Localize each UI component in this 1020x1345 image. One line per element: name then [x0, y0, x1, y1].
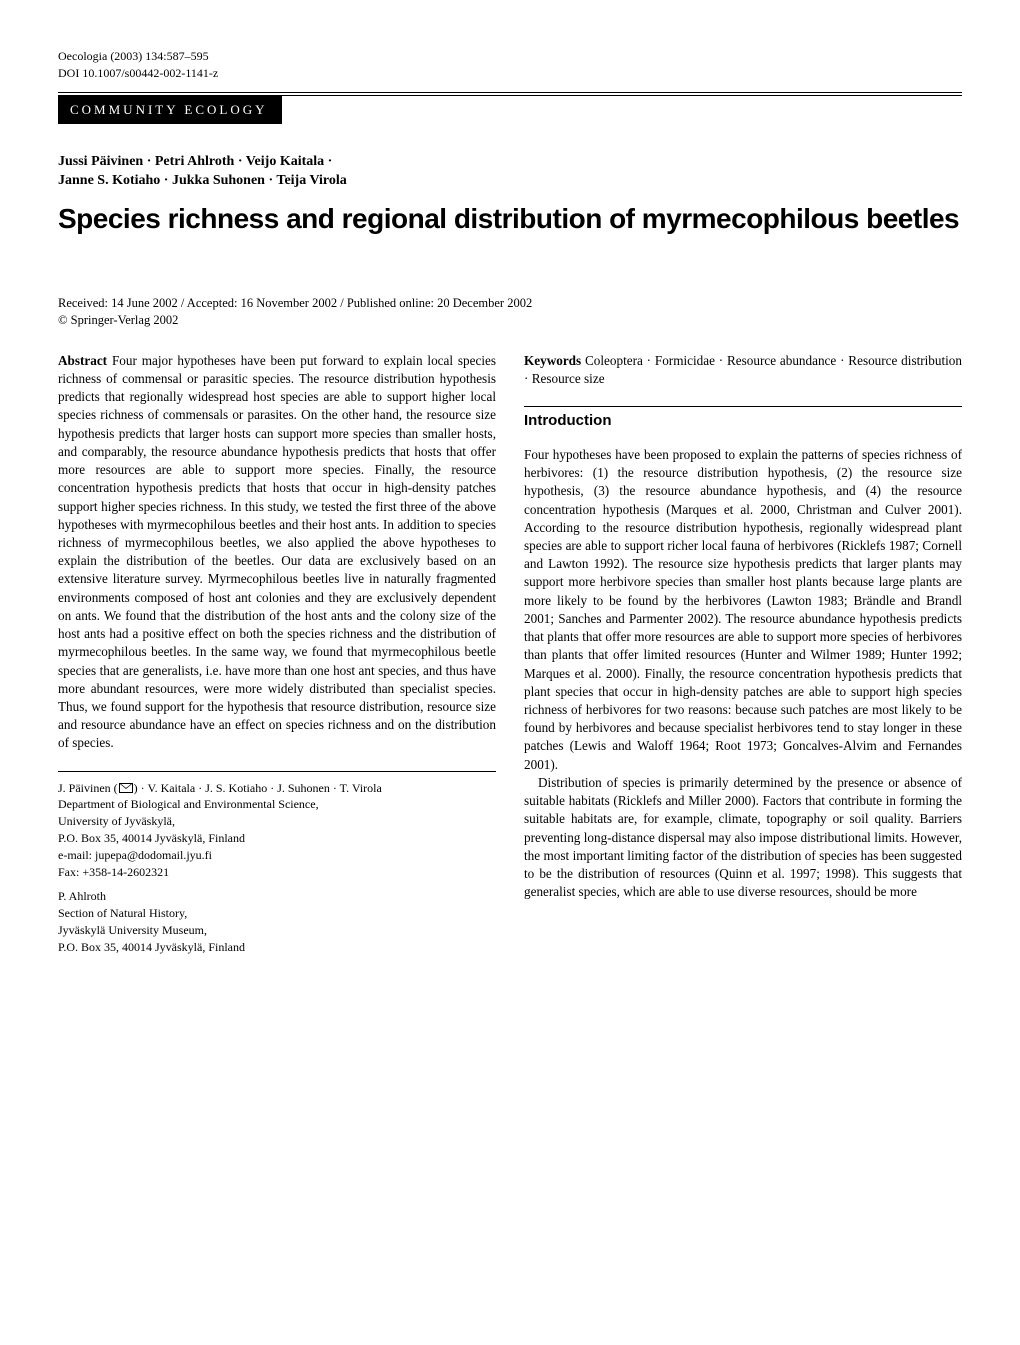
corresp-name-pre: J. Päivinen (: [58, 781, 118, 795]
abstract-text: Four major hypotheses have been put forw…: [58, 353, 496, 751]
affil-email: e-mail: jupepa@dodomail.jyu.fi: [58, 848, 212, 862]
intro-para-2: Distribution of species is primarily det…: [524, 774, 962, 902]
footnote-affil-1: J. Päivinen ( ) · V. Kaitala · J. S. Koti…: [58, 780, 496, 881]
keywords-text: Coleoptera · Formicidae · Resource abund…: [524, 353, 962, 386]
envelope-icon: [119, 783, 133, 793]
keywords-paragraph: Keywords Coleoptera · Formicidae · Resou…: [524, 352, 962, 388]
footnote-block: J. Päivinen ( ) · V. Kaitala · J. S. Koti…: [58, 780, 496, 956]
affil2-name: P. Ahlroth: [58, 889, 106, 903]
authors-line-2: Janne S. Kotiaho · Jukka Suhonen · Teija…: [58, 171, 962, 191]
two-column-body: Abstract Four major hypotheses have been…: [58, 352, 962, 964]
affil-dept: Department of Biological and Environment…: [58, 797, 319, 811]
right-column: Keywords Coleoptera · Formicidae · Resou…: [524, 352, 962, 964]
rule-top: [58, 92, 962, 93]
affil-addr: P.O. Box 35, 40014 Jyväskylä, Finland: [58, 831, 245, 845]
footnote-affil-2: P. Ahlroth Section of Natural History, J…: [58, 888, 496, 955]
journal-line: Oecologia (2003) 134:587–595: [58, 48, 962, 65]
received-block: Received: 14 June 2002 / Accepted: 16 No…: [58, 295, 962, 330]
left-column: Abstract Four major hypotheses have been…: [58, 352, 496, 964]
affil2-addr: P.O. Box 35, 40014 Jyväskylä, Finland: [58, 940, 245, 954]
affil-fax: Fax: +358-14-2602321: [58, 865, 169, 879]
abstract-paragraph: Abstract Four major hypotheses have been…: [58, 352, 496, 753]
affil-univ: University of Jyväskylä,: [58, 814, 175, 828]
footnote-rule: [58, 771, 496, 772]
keywords-label: Keywords: [524, 353, 581, 368]
affil2-museum: Jyväskylä University Museum,: [58, 923, 207, 937]
doi-line: DOI 10.1007/s00442-002-1141-z: [58, 65, 962, 82]
abstract-label: Abstract: [58, 353, 107, 368]
article-title: Species richness and regional distributi…: [58, 203, 962, 235]
authors-line-1: Jussi Päivinen · Petri Ahlroth · Veijo K…: [58, 152, 962, 172]
received-line-1: Received: 14 June 2002 / Accepted: 16 No…: [58, 295, 962, 313]
corresp-name-post: ) · V. Kaitala · J. S. Kotiaho · J. Suho…: [134, 781, 382, 795]
introduction-heading: Introduction: [524, 406, 962, 432]
affil2-section: Section of Natural History,: [58, 906, 187, 920]
header-meta: Oecologia (2003) 134:587–595 DOI 10.1007…: [58, 48, 962, 82]
authors: Jussi Päivinen · Petri Ahlroth · Veijo K…: [58, 152, 962, 191]
copyright-line: © Springer-Verlag 2002: [58, 312, 962, 330]
category-bar: COMMUNITY ECOLOGY: [58, 96, 282, 124]
intro-para-1: Four hypotheses have been proposed to ex…: [524, 446, 962, 774]
